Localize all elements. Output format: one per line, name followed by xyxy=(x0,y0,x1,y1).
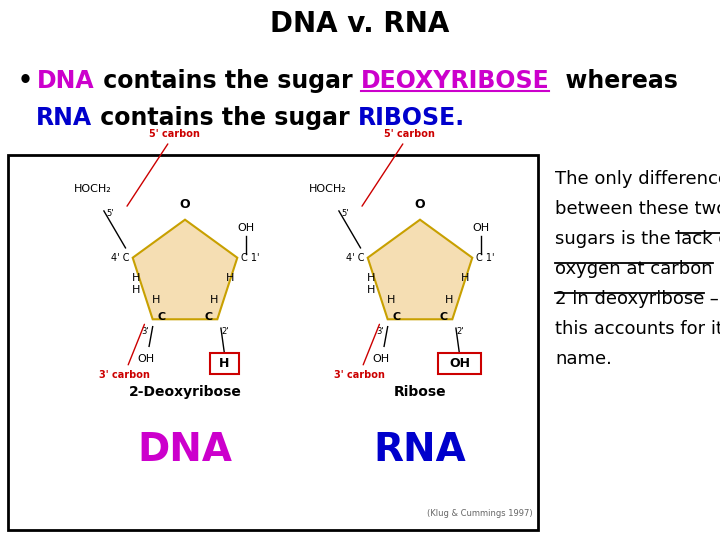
Text: 5' carbon: 5' carbon xyxy=(362,129,435,206)
Text: H: H xyxy=(210,294,218,305)
Text: this accounts for its: this accounts for its xyxy=(555,320,720,338)
Text: between these two: between these two xyxy=(555,200,720,218)
Text: name.: name. xyxy=(555,350,612,368)
Text: H: H xyxy=(220,357,230,370)
Text: whereas: whereas xyxy=(549,69,678,92)
Text: H: H xyxy=(461,273,469,282)
Text: The only difference: The only difference xyxy=(555,170,720,187)
Text: RIBOSE.: RIBOSE. xyxy=(358,106,465,130)
Text: DNA: DNA xyxy=(37,69,94,92)
Text: H: H xyxy=(152,294,161,305)
Text: 3' carbon: 3' carbon xyxy=(333,325,384,380)
Text: 2': 2' xyxy=(221,327,228,336)
Text: C: C xyxy=(157,312,166,322)
Text: H: H xyxy=(387,294,395,305)
Text: C 1': C 1' xyxy=(241,253,259,263)
Text: OH: OH xyxy=(372,354,389,364)
FancyBboxPatch shape xyxy=(438,353,482,374)
Text: DNA: DNA xyxy=(138,431,233,469)
Text: HOCH₂: HOCH₂ xyxy=(309,184,347,194)
Text: H: H xyxy=(132,285,140,295)
Text: RNA: RNA xyxy=(36,106,92,130)
Text: (Klug & Cummings 1997): (Klug & Cummings 1997) xyxy=(428,509,533,518)
Text: H: H xyxy=(226,273,234,282)
Text: H: H xyxy=(444,294,453,305)
Text: contains the sugar: contains the sugar xyxy=(92,106,358,130)
Text: –: – xyxy=(704,290,719,308)
Text: 5': 5' xyxy=(106,210,114,218)
Polygon shape xyxy=(368,220,472,319)
Text: oxygen at carbon: oxygen at carbon xyxy=(555,260,713,278)
Text: HOCH₂: HOCH₂ xyxy=(74,184,112,194)
Text: sugars is the: sugars is the xyxy=(555,230,676,248)
Text: C: C xyxy=(440,312,448,322)
Text: OH: OH xyxy=(472,223,490,233)
Text: 2 in deoxyribose: 2 in deoxyribose xyxy=(555,290,704,308)
Text: DNA v. RNA: DNA v. RNA xyxy=(270,10,450,38)
Text: OH: OH xyxy=(449,357,470,370)
Text: 5' carbon: 5' carbon xyxy=(127,129,200,206)
Text: 3' carbon: 3' carbon xyxy=(99,325,150,380)
Text: 2-Deoxyribose: 2-Deoxyribose xyxy=(129,385,241,399)
Polygon shape xyxy=(132,220,238,319)
Text: 2': 2' xyxy=(456,327,464,336)
Text: O: O xyxy=(415,198,426,211)
Bar xyxy=(8,154,538,530)
Text: C: C xyxy=(204,312,212,322)
Text: OH: OH xyxy=(238,223,254,233)
Text: 3': 3' xyxy=(141,327,149,336)
Text: RNA: RNA xyxy=(374,431,467,469)
Text: DEOXYRIBOSE: DEOXYRIBOSE xyxy=(361,69,549,92)
Text: 5': 5' xyxy=(341,210,348,218)
Text: 4' C: 4' C xyxy=(111,253,129,263)
Text: Ribose: Ribose xyxy=(394,385,446,399)
Text: H: H xyxy=(132,273,140,282)
Text: H: H xyxy=(367,285,375,295)
Text: O: O xyxy=(180,198,190,211)
Text: C: C xyxy=(392,312,400,322)
Text: contains the sugar: contains the sugar xyxy=(94,69,361,92)
Text: 4' C: 4' C xyxy=(346,253,364,263)
Text: OH: OH xyxy=(137,354,154,364)
Text: H: H xyxy=(367,273,375,282)
Text: lack of: lack of xyxy=(676,230,720,248)
Text: •: • xyxy=(18,69,33,92)
Text: 3': 3' xyxy=(377,327,384,336)
Text: C 1': C 1' xyxy=(476,253,495,263)
FancyBboxPatch shape xyxy=(210,353,239,374)
